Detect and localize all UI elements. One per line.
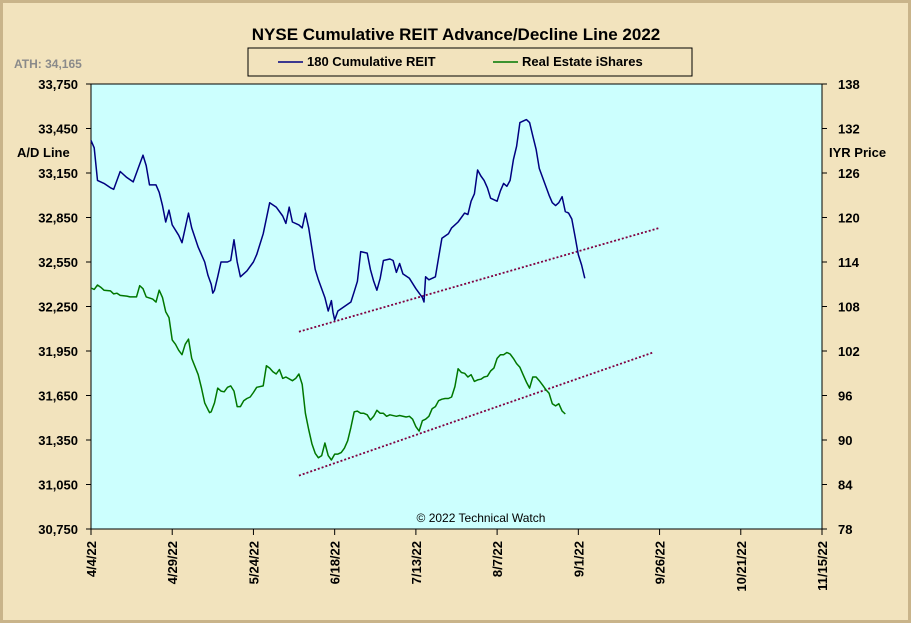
legend-label: Real Estate iShares [522, 54, 643, 69]
right-tick-label: 114 [838, 255, 860, 270]
left-tick-label: 31,050 [38, 478, 78, 493]
plot-area [90, 83, 823, 530]
x-tick-label: 11/15/22 [815, 541, 830, 591]
reit-ad-line [90, 118, 586, 321]
left-tick-label: 33,150 [38, 166, 78, 181]
trend-line [298, 351, 654, 477]
x-tick-label: 4/4/22 [84, 541, 99, 577]
right-tick-label: 78 [838, 522, 852, 537]
x-tick-label: 10/21/22 [734, 541, 749, 592]
x-tick-label: 9/26/22 [653, 541, 668, 584]
x-tick-label: 9/1/22 [571, 541, 586, 577]
right-tick-label: 84 [838, 478, 853, 493]
left-tick-label: 31,650 [38, 389, 78, 404]
left-tick-label: 32,250 [38, 300, 78, 315]
right-tick-label: 132 [838, 122, 860, 137]
right-tick-label: 126 [838, 166, 860, 181]
copyright-label: © 2022 Technical Watch [417, 511, 546, 525]
left-tick-label: 32,550 [38, 255, 78, 270]
right-axis-label: IYR Price [829, 145, 886, 160]
left-tick-label: 33,750 [38, 77, 78, 92]
x-tick-label: 8/7/22 [490, 541, 505, 577]
x-tick-label: 5/24/22 [246, 541, 261, 584]
trend-lines [298, 227, 660, 477]
x-tick-label: 7/13/22 [409, 541, 424, 584]
right-tick-label: 120 [838, 211, 860, 226]
legend-box [247, 47, 693, 77]
right-tick-label: 138 [838, 77, 860, 92]
trend-line [298, 227, 660, 333]
axes: 30,750 31,050 31,350 31,650 31,950 32,250 32,5… [38, 77, 860, 592]
left-axis-label: A/D Line [17, 145, 70, 160]
legend-label: 180 Cumulative REIT [307, 54, 436, 69]
right-tick-label: 108 [838, 300, 860, 315]
left-tick-label: 30,750 [38, 522, 78, 537]
series-lines [90, 118, 586, 461]
ath-label: ATH: 34,165 [14, 57, 82, 71]
right-tick-label: 102 [838, 344, 860, 359]
left-tick-label: 33,450 [38, 122, 78, 137]
x-tick-label: 6/18/22 [328, 541, 343, 584]
right-tick-label: 90 [838, 433, 852, 448]
iyr-price-line [90, 284, 566, 461]
x-tick-label: 4/29/22 [165, 541, 180, 584]
chart-title: NYSE Cumulative REIT Advance/Decline Lin… [252, 25, 660, 44]
left-tick-label: 32,850 [38, 211, 78, 226]
right-tick-label: 96 [838, 389, 852, 404]
left-tick-label: 31,350 [38, 433, 78, 448]
legend: 180 Cumulative REIT Real Estate iShares [278, 54, 643, 69]
left-tick-label: 31,950 [38, 344, 78, 359]
